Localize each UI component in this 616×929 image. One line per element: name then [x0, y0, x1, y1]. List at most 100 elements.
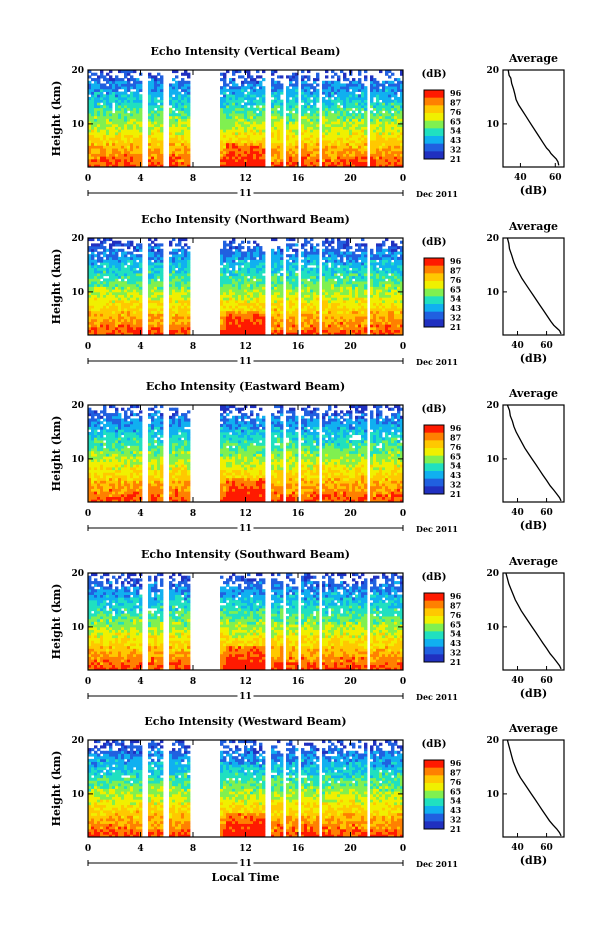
heatmap-cell: [136, 281, 140, 285]
heatmap-cell: [151, 273, 155, 277]
heatmap-cell: [241, 302, 245, 306]
heatmap-cell: [379, 123, 383, 127]
heatmap-cell: [97, 324, 101, 328]
heatmap-cell: [271, 259, 275, 263]
heatmap-cell: [91, 289, 95, 293]
heatmap-cell: [115, 86, 119, 90]
heatmap-cell: [253, 318, 257, 322]
heatmap-cell: [334, 264, 338, 269]
heatmap-cell: [271, 299, 275, 304]
heatmap-cell: [271, 94, 275, 98]
heatmap-cell: [226, 158, 230, 163]
heatmap-cell: [337, 283, 341, 287]
heatmap-cell: [232, 83, 236, 87]
heatmap-cell: [148, 246, 152, 250]
heatmap-cell: [358, 86, 362, 90]
heatmap-cell: [100, 305, 104, 309]
heatmap-cell: [139, 299, 143, 304]
heatmap-cell: [220, 281, 224, 285]
heatmap-cell: [184, 254, 188, 258]
heatmap-cell: [148, 91, 152, 95]
heatmap-cell: [100, 302, 104, 306]
heatmap-cell: [304, 326, 308, 331]
heatmap-cell: [100, 70, 104, 74]
heatmap-cell: [169, 118, 173, 122]
heatmap-cell: [238, 137, 242, 141]
heatmap-cell: [181, 86, 185, 90]
heatmap-cell: [229, 161, 233, 165]
heatmap-cell: [262, 291, 266, 295]
heatmap-cell: [109, 158, 113, 163]
heatmap-cell: [295, 80, 299, 84]
heatmap-cell: [148, 324, 152, 328]
heatmap-cell: [292, 281, 296, 285]
heatmap-cell: [274, 83, 278, 87]
heatmap-cell: [121, 115, 125, 119]
heatmap-cell: [106, 313, 110, 317]
heatmap-cell: [91, 150, 95, 154]
heatmap-cell: [130, 156, 134, 160]
heatmap-cell: [310, 254, 314, 258]
heatmap-cell: [256, 326, 260, 331]
heatmap-cell: [337, 131, 341, 136]
heatmap-cell: [94, 248, 98, 252]
heatmap-cell: [229, 102, 233, 106]
heatmap-cell: [124, 326, 128, 331]
heatmap-cell: [160, 305, 164, 309]
heatmap-cell: [394, 137, 398, 141]
heatmap-cell: [118, 321, 122, 325]
heatmap-cell: [124, 259, 128, 263]
heatmap-cell: [289, 123, 293, 127]
heatmap-cell: [115, 156, 119, 160]
heatmap-cell: [91, 243, 95, 247]
heatmap-cell: [229, 129, 233, 133]
heatmap-cell: [382, 158, 386, 163]
heatmap-cell: [289, 294, 293, 298]
heatmap-cell: [118, 324, 122, 328]
heatmap-cell: [232, 251, 236, 255]
heatmap-cell: [373, 94, 377, 98]
heatmap-cell: [229, 291, 233, 295]
heatmap-cell: [292, 310, 296, 314]
heatmap-cell: [121, 137, 125, 141]
heatmap-cell: [130, 278, 134, 282]
heatmap-cell: [241, 88, 245, 92]
heatmap-cell: [244, 110, 248, 114]
heatmap-cell: [181, 310, 185, 314]
heatmap-cell: [277, 86, 281, 90]
heatmap-cell: [376, 113, 380, 117]
heatmap-cell: [157, 148, 161, 152]
heatmap-cell: [178, 256, 182, 260]
heatmap-cell: [160, 267, 164, 271]
heatmap-cell: [97, 291, 101, 295]
heatmap-cell: [253, 113, 257, 117]
heatmap-cell: [148, 289, 152, 293]
heatmap-cell: [136, 243, 140, 247]
heatmap-cell: [343, 142, 347, 146]
heatmap-cell: [175, 145, 179, 149]
heatmap-cell: [160, 273, 164, 277]
heatmap-cell: [136, 275, 140, 279]
heatmap-cell: [271, 254, 275, 258]
heatmap-cell: [316, 273, 320, 277]
heatmap-cell: [121, 264, 125, 269]
heatmap-cell: [118, 243, 122, 247]
heatmap-cell: [274, 297, 278, 301]
heatmap-cell: [181, 297, 185, 301]
heatmap-cell: [289, 105, 293, 109]
heatmap-cell: [97, 88, 101, 92]
heatmap-cell: [259, 286, 263, 290]
heatmap-cell: [397, 78, 401, 82]
heatmap-cell: [355, 129, 359, 133]
heatmap-cell: [118, 158, 122, 163]
heatmap-cell: [100, 273, 104, 277]
heatmap-cell: [100, 83, 104, 87]
heatmap-cell: [331, 332, 335, 336]
heatmap-cell: [178, 248, 182, 252]
heatmap-cell: [124, 91, 128, 95]
heatmap-cell: [223, 142, 227, 146]
heatmap-cell: [88, 102, 92, 106]
heatmap-cell: [274, 70, 278, 74]
heatmap-cell: [172, 262, 176, 266]
heatmap-cell: [307, 256, 311, 260]
